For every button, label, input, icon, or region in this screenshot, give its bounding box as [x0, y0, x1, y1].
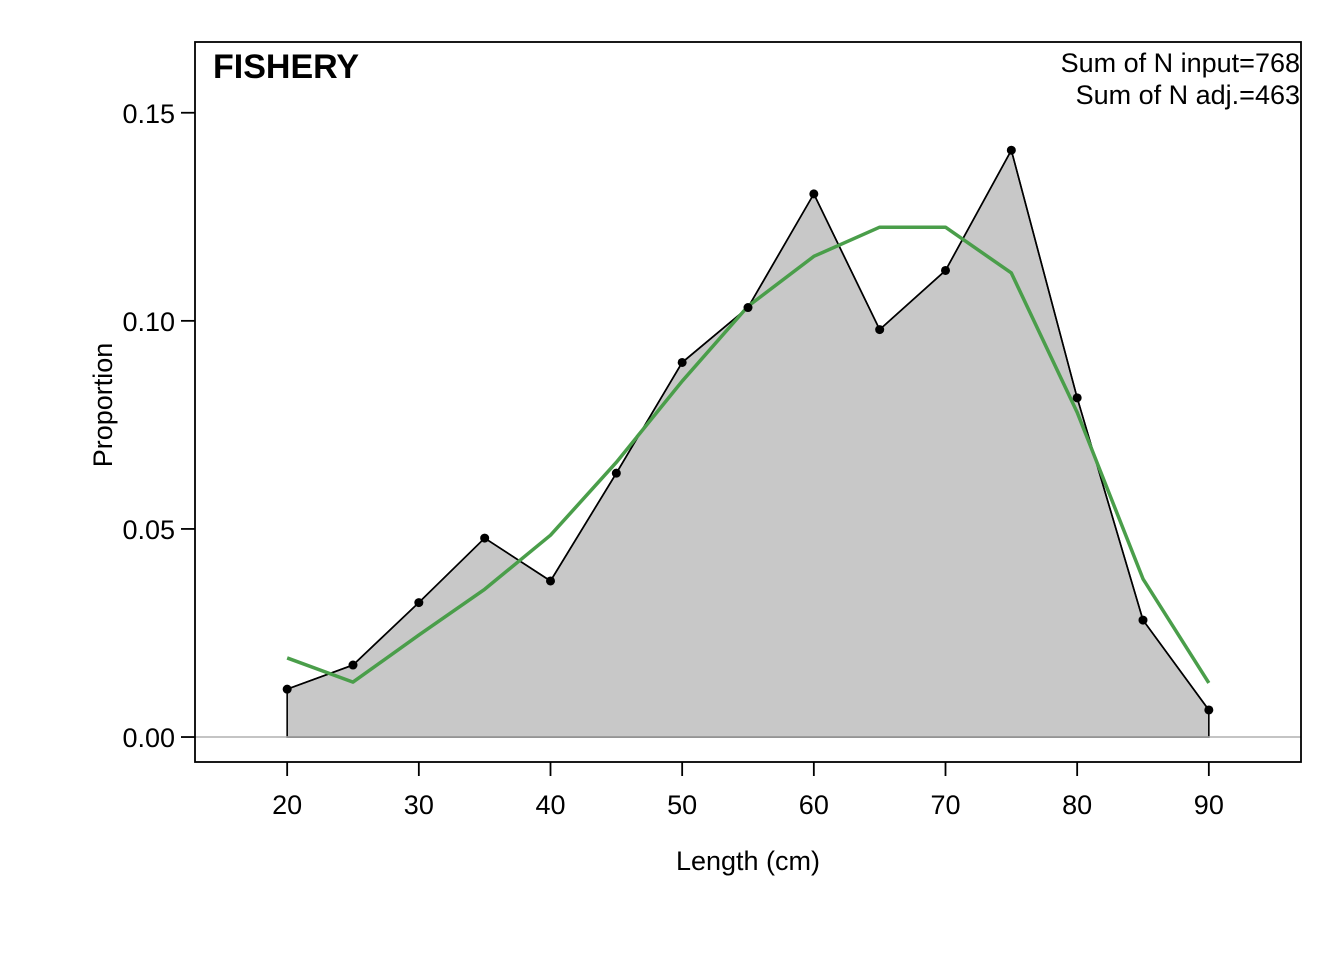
- x-tick-label: 60: [799, 790, 829, 820]
- observed-point: [743, 303, 753, 313]
- y-tick-label: 0.00: [122, 723, 175, 753]
- observed-point: [1006, 145, 1016, 155]
- y-axis-title: Proportion: [88, 343, 118, 468]
- plot-border: [194, 41, 1302, 763]
- x-axis: 20 30 40 50 60 70 80 90: [272, 762, 1224, 820]
- observed-point: [282, 684, 292, 694]
- x-tick-label: 70: [930, 790, 960, 820]
- annotation-sum-input: Sum of N input=768: [1061, 48, 1300, 78]
- x-tick-label: 40: [535, 790, 565, 820]
- x-tick-label: 30: [404, 790, 434, 820]
- observed-point: [809, 189, 819, 199]
- observed-point: [941, 265, 950, 275]
- observed-point: [348, 660, 358, 670]
- x-tick-label: 90: [1194, 790, 1224, 820]
- x-tick-label: 50: [667, 790, 697, 820]
- observed-point: [677, 357, 687, 367]
- observed-point: [611, 468, 621, 478]
- x-tick-label: 80: [1062, 790, 1092, 820]
- x-axis-title: Length (cm): [676, 846, 820, 876]
- observed-point: [1138, 615, 1148, 625]
- observed-point: [1204, 705, 1214, 715]
- observed-point: [546, 576, 555, 586]
- plot-area: [194, 41, 1302, 763]
- observed-point: [1072, 393, 1082, 403]
- annotation-sum-adj: Sum of N adj.=463: [1076, 80, 1300, 110]
- observed-point: [414, 598, 424, 608]
- x-tick-label: 20: [272, 790, 302, 820]
- y-axis: 0.00 0.05 0.10 0.15: [122, 99, 195, 753]
- y-tick-label: 0.10: [122, 307, 175, 337]
- y-tick-label: 0.15: [122, 99, 175, 129]
- observed-point: [875, 325, 885, 335]
- y-tick-label: 0.05: [122, 515, 175, 545]
- observed-area: [286, 148, 1210, 738]
- chart-title: FISHERY: [213, 48, 359, 86]
- observed-point: [480, 533, 490, 543]
